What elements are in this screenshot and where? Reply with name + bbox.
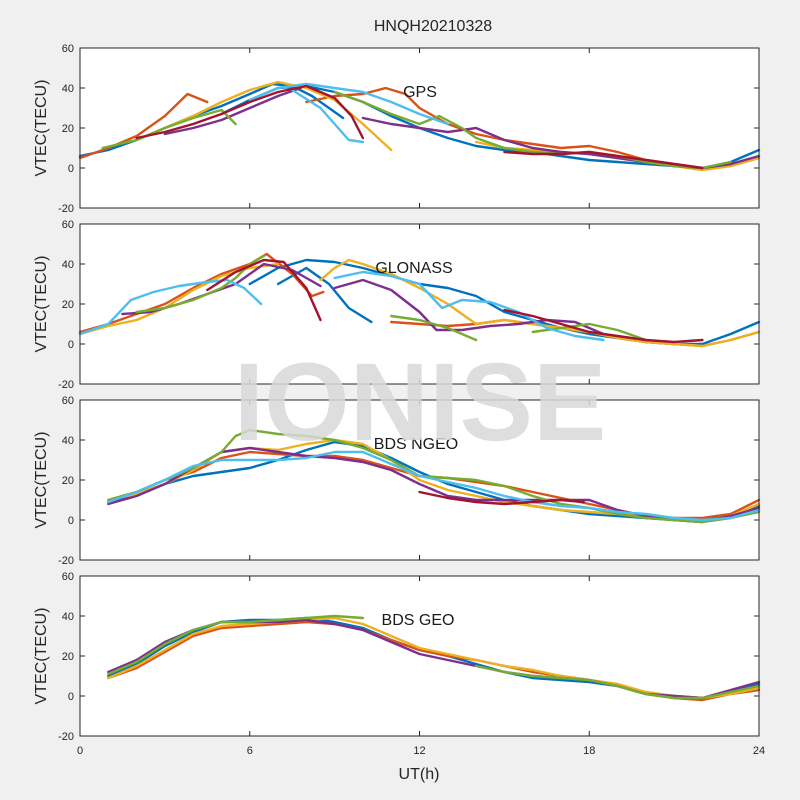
series-line-13 [503, 150, 704, 170]
series-line-6 [418, 490, 585, 506]
series-line-13 [206, 258, 322, 322]
x-tick-label: 12 [413, 745, 425, 757]
series-line-4 [107, 614, 365, 676]
y-tick-label: 40 [62, 435, 74, 447]
series-line-11 [78, 278, 263, 336]
panel-label: BDS NGEO [374, 436, 458, 453]
y-axis-label: VTEC(TECU) [33, 432, 50, 529]
y-tick-label: -20 [58, 203, 74, 215]
y-tick-label: 0 [68, 163, 74, 175]
y-tick-label: -20 [58, 555, 74, 567]
panel-2: -20 0 20 40 60 VTEC(TECU) BDS NGEO [33, 395, 761, 567]
x-tick-label: 18 [583, 745, 595, 757]
series-line-11 [291, 88, 365, 144]
series-line-7 [333, 278, 605, 336]
series-line-9 [333, 90, 732, 170]
y-tick-label: -20 [58, 379, 74, 391]
watermark: IONISE [234, 341, 607, 464]
y-tick-label: 40 [62, 259, 74, 271]
plot-area [80, 576, 759, 736]
figure-title: HNQH20210328 [374, 18, 492, 35]
series-line-14 [503, 308, 704, 344]
y-tick-label: 60 [62, 43, 74, 55]
y-tick-label: 0 [68, 339, 74, 351]
series-line-5 [319, 258, 761, 348]
panel-label: BDS GEO [382, 612, 455, 629]
series-line-5 [107, 450, 761, 522]
x-tick-label: 6 [247, 745, 253, 757]
x-tick-label: 0 [77, 745, 83, 757]
series-line-2 [107, 616, 761, 700]
y-tick-label: 0 [68, 515, 74, 527]
series-line-2 [78, 252, 325, 334]
y-tick-label: 20 [62, 475, 74, 487]
y-axis-label: VTEC(TECU) [33, 608, 50, 705]
series-line-8 [135, 254, 266, 314]
y-tick-label: 40 [62, 83, 74, 95]
panel-label: GPS [403, 84, 437, 101]
y-tick-label: 0 [68, 691, 74, 703]
y-tick-label: 60 [62, 219, 74, 231]
y-tick-label: 20 [62, 123, 74, 135]
x-tick-label: 24 [753, 745, 765, 757]
series-line-12 [333, 270, 605, 342]
series-line-6 [163, 86, 302, 136]
x-axis-label: UT(h) [399, 766, 440, 783]
series-line-9 [390, 314, 478, 342]
y-tick-label: 20 [62, 651, 74, 663]
series-line-12 [135, 84, 365, 140]
y-axis-label: VTEC(TECU) [33, 80, 50, 177]
y-axis-label: VTEC(TECU) [33, 256, 50, 353]
series-line-5 [474, 664, 761, 700]
y-tick-label: -20 [58, 731, 74, 743]
panel-label: GLONASS [375, 260, 452, 277]
y-tick-label: 20 [62, 299, 74, 311]
y-tick-label: 40 [62, 611, 74, 623]
series-line-10 [248, 82, 449, 126]
series-line-2 [78, 92, 209, 160]
y-tick-label: 60 [62, 571, 74, 583]
y-tick-label: 60 [62, 395, 74, 407]
panel-0: -20 0 20 40 60 VTEC(TECU) GPS [33, 43, 761, 215]
plot-area [80, 224, 759, 384]
panel-1: -20 0 20 40 60 VTEC(TECU) GLONASS [33, 219, 761, 391]
